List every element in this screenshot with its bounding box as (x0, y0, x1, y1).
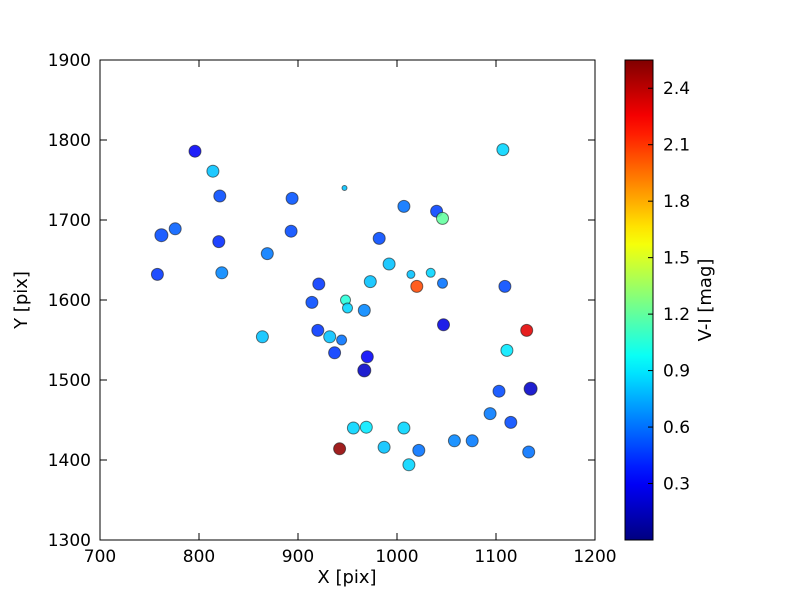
x-tick-label: 900 (282, 547, 314, 567)
scatter-point (154, 228, 169, 243)
x-tick-label: 1100 (474, 547, 517, 567)
scatter-point (342, 302, 353, 314)
scatter-point (397, 199, 411, 213)
scatter-point (188, 144, 202, 158)
scatter-point (496, 143, 510, 157)
colorbar-label: V-I [mag] (695, 258, 716, 342)
scatter-point (168, 222, 182, 236)
scatter-point (255, 330, 269, 344)
colorbar (624, 59, 654, 541)
y-tick-label: 1400 (48, 451, 91, 471)
scatter-point (410, 279, 424, 293)
colorbar-tick-label: 1.5 (663, 249, 690, 269)
scatter-point (328, 346, 342, 360)
colorbar-tick-label: 2.4 (663, 79, 690, 99)
x-tick-label: 1000 (375, 547, 418, 567)
scatter-point (447, 434, 461, 448)
scatter-point (360, 350, 374, 364)
y-tick-label: 1300 (48, 531, 91, 551)
scatter-point (333, 442, 347, 456)
y-tick-label: 1900 (48, 51, 91, 71)
y-tick-label: 1700 (48, 211, 91, 231)
x-tick-label: 1200 (573, 547, 616, 567)
scatter-point (520, 323, 534, 337)
scatter-point (406, 269, 416, 279)
scatter-point (402, 458, 416, 472)
scatter-point (150, 267, 164, 281)
colorbar-tick-label: 2.1 (663, 136, 690, 156)
colorbar-tick-label: 0.9 (663, 362, 690, 382)
scatter-point (425, 267, 436, 278)
x-axis-label: X [pix] (317, 567, 377, 588)
scatter-point (212, 235, 226, 249)
scatter-point (498, 279, 512, 293)
scatter-point (312, 277, 326, 291)
scatter-point (437, 318, 450, 332)
scatter-point (357, 303, 371, 317)
scatter-point (483, 407, 497, 421)
scatter-point (305, 295, 319, 309)
scatter-point (377, 440, 391, 454)
scatter-point (213, 189, 227, 203)
scatter-point (465, 434, 479, 448)
scatter-point (522, 445, 536, 459)
scatter-point (397, 421, 411, 435)
scatter-point (436, 211, 449, 225)
scatter-point (492, 384, 506, 398)
scatter-point (382, 257, 396, 271)
colorbar-tick-label: 1.2 (663, 305, 690, 325)
scatter-point (500, 343, 514, 357)
colorbar-tick-label: 0.3 (663, 475, 690, 495)
scatter-point (359, 420, 373, 434)
scatter-point (341, 185, 348, 191)
scatter-point (285, 191, 299, 205)
scatter-point (346, 421, 360, 435)
scatter-point (284, 224, 298, 238)
colorbar-tick-label: 0.6 (663, 418, 690, 438)
scatter-point (363, 275, 377, 289)
scatter-point (336, 334, 348, 346)
scatter-point (412, 443, 426, 457)
y-tick-label: 1500 (48, 371, 91, 391)
scatter-point (357, 363, 372, 378)
scatter-point (323, 330, 337, 344)
y-tick-label: 1600 (48, 291, 91, 311)
y-axis-label: Y [pix] (11, 271, 32, 329)
scatter-point (504, 415, 518, 429)
x-tick-label: 700 (84, 547, 116, 567)
y-tick-label: 1800 (48, 131, 91, 151)
scatter-point (311, 323, 325, 337)
x-tick-label: 800 (183, 547, 215, 567)
scatter-point (372, 231, 386, 245)
scatter-point (437, 277, 448, 289)
scatter-point (523, 381, 538, 396)
scatter-point (260, 247, 274, 261)
scatter-point (215, 266, 229, 280)
colorbar-tick-label: 1.8 (663, 192, 690, 212)
scatter-point (206, 164, 220, 178)
